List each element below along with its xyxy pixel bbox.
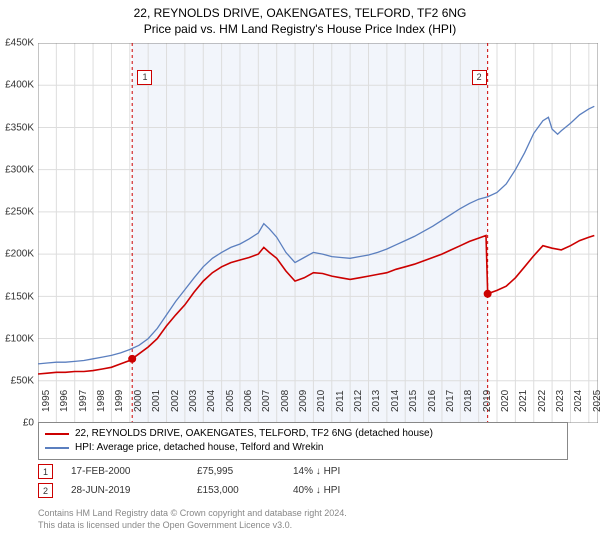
x-tick-label: 2017 — [445, 390, 456, 412]
sale-marker-box: 1 — [38, 464, 53, 479]
y-tick-label: £450K — [5, 38, 34, 49]
y-tick-label: £50K — [11, 375, 34, 386]
x-tick-label: 2007 — [261, 390, 272, 412]
legend-box: 22, REYNOLDS DRIVE, OAKENGATES, TELFORD,… — [38, 422, 568, 460]
sales-list: 1 17-FEB-2000£75,99514% ↓ HPI 2 28-JUN-2019… — [38, 464, 568, 502]
x-tick-label: 2021 — [518, 390, 529, 412]
x-tick-label: 2022 — [537, 390, 548, 412]
sale-row: 2 28-JUN-2019£153,00040% ↓ HPI — [38, 483, 568, 498]
sale-row: 1 17-FEB-2000£75,99514% ↓ HPI — [38, 464, 568, 479]
x-tick-label: 2019 — [482, 390, 493, 412]
legend-swatch — [45, 433, 69, 435]
chart-sale-marker: 2 — [472, 70, 487, 85]
y-tick-label: £0 — [23, 418, 34, 429]
x-tick-label: 1999 — [114, 390, 125, 412]
legend-swatch — [45, 447, 69, 449]
sale-price: £75,995 — [197, 466, 293, 477]
x-tick-label: 1997 — [78, 390, 89, 412]
x-axis: 1995 1996 1997 1998 1999 2000 2001 2002 2003 2004… — [38, 388, 598, 412]
x-tick-label: 2011 — [335, 390, 346, 412]
y-tick-label: £150K — [5, 291, 34, 302]
x-tick-label: 1996 — [59, 390, 70, 412]
sale-diff: 40% ↓ HPI — [293, 485, 413, 496]
title-line-2: Price paid vs. HM Land Registry's House … — [0, 22, 600, 38]
y-tick-label: £100K — [5, 333, 34, 344]
sale-marker-box: 2 — [38, 483, 53, 498]
y-tick-label: £200K — [5, 249, 34, 260]
x-tick-label: 2001 — [151, 390, 162, 412]
sale-price: £153,000 — [197, 485, 293, 496]
sale-point-dot — [128, 355, 136, 363]
chart-area: £0£50K£100K£150K£200K£250K£300K£350K£400… — [38, 43, 598, 423]
sale-point-dot — [484, 290, 492, 298]
x-tick-label: 2005 — [225, 390, 236, 412]
plot-svg — [38, 43, 598, 423]
footer-line-1: Contains HM Land Registry data © Crown c… — [38, 508, 568, 520]
y-tick-label: £350K — [5, 122, 34, 133]
chart-sale-marker: 1 — [137, 70, 152, 85]
x-tick-label: 1995 — [41, 390, 52, 412]
x-tick-label: 2020 — [500, 390, 511, 412]
chart-title: 22, REYNOLDS DRIVE, OAKENGATES, TELFORD,… — [0, 0, 600, 37]
sale-date: 17-FEB-2000 — [71, 466, 197, 477]
y-tick-label: £300K — [5, 164, 34, 175]
legend-item: 22, REYNOLDS DRIVE, OAKENGATES, TELFORD,… — [45, 427, 561, 441]
x-tick-label: 2012 — [353, 390, 364, 412]
x-tick-label: 2000 — [133, 390, 144, 412]
x-tick-label: 2016 — [427, 390, 438, 412]
y-axis: £0£50K£100K£150K£200K£250K£300K£350K£400… — [0, 43, 38, 423]
y-tick-label: £400K — [5, 80, 34, 91]
x-tick-label: 2014 — [390, 390, 401, 412]
x-tick-label: 2018 — [463, 390, 474, 412]
sale-diff: 14% ↓ HPI — [293, 466, 413, 477]
x-tick-label: 2025 — [592, 390, 600, 412]
x-tick-label: 2013 — [371, 390, 382, 412]
x-tick-label: 2015 — [408, 390, 419, 412]
x-tick-label: 2024 — [573, 390, 584, 412]
legend-label: 22, REYNOLDS DRIVE, OAKENGATES, TELFORD,… — [75, 427, 433, 441]
sale-date: 28-JUN-2019 — [71, 485, 197, 496]
x-tick-label: 2006 — [243, 390, 254, 412]
x-tick-label: 2003 — [188, 390, 199, 412]
y-tick-label: £250K — [5, 207, 34, 218]
x-tick-label: 2002 — [170, 390, 181, 412]
x-tick-label: 2004 — [206, 390, 217, 412]
title-line-1: 22, REYNOLDS DRIVE, OAKENGATES, TELFORD,… — [0, 6, 600, 22]
legend-label: HPI: Average price, detached house, Telf… — [75, 441, 324, 455]
x-tick-label: 1998 — [96, 390, 107, 412]
x-tick-label: 2008 — [280, 390, 291, 412]
footer-line-2: This data is licensed under the Open Gov… — [38, 520, 568, 532]
chart-container: 22, REYNOLDS DRIVE, OAKENGATES, TELFORD,… — [0, 0, 600, 560]
legend-item: HPI: Average price, detached house, Telf… — [45, 441, 561, 455]
x-tick-label: 2010 — [316, 390, 327, 412]
x-tick-label: 2009 — [298, 390, 309, 412]
footer-attribution: Contains HM Land Registry data © Crown c… — [38, 508, 568, 531]
x-tick-label: 2023 — [555, 390, 566, 412]
